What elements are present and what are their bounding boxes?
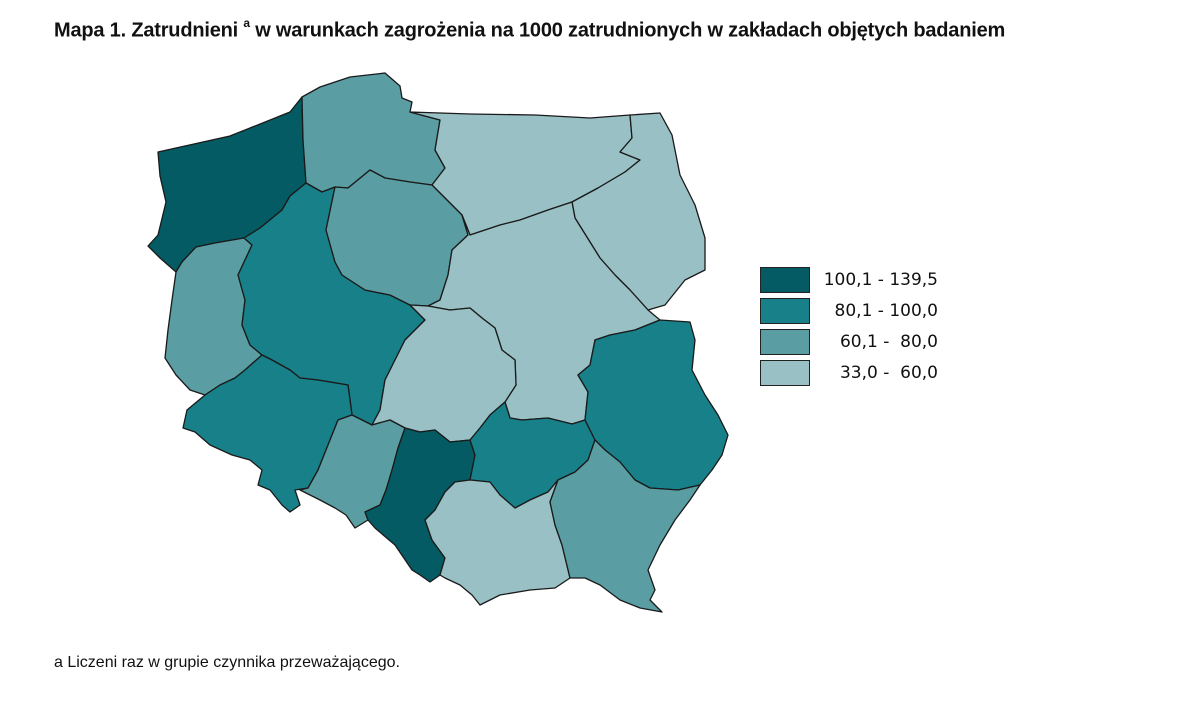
region-podkarpackie: [549, 439, 701, 613]
legend-item: 33,0 - 60,0: [760, 357, 948, 388]
legend-label: 100,1 - 139,5: [823, 269, 938, 290]
legend-label: 80,1 - 100,0: [829, 300, 938, 321]
title-footnote-marker: a: [243, 16, 250, 30]
legend-item: 80,1 - 100,0: [760, 295, 948, 326]
legend-label: 33,0 - 60,0: [834, 362, 938, 383]
footnote: a Liczeni raz w grupie czynnika przeważa…: [54, 654, 400, 671]
region-malopolskie: [424, 479, 571, 606]
map-title: Mapa 1. Zatrudnieni a w warunkach zagroż…: [54, 16, 1006, 43]
legend-item: 60,1 - 80,0: [760, 326, 948, 357]
legend-label: 60,1 - 80,0: [834, 331, 938, 352]
title-rest: w warunkach zagrożenia na 1000 zatrudnio…: [255, 19, 1006, 42]
map-legend: 100,1 - 139,5 80,1 - 100,0 60,1 - 80,0 3…: [760, 264, 948, 388]
title-text: Mapa 1. Zatrudnieni: [54, 19, 239, 42]
legend-swatch: [760, 359, 810, 386]
legend-swatch: [760, 266, 810, 293]
legend-item: 100,1 - 139,5: [760, 264, 948, 295]
legend-swatch: [760, 328, 810, 355]
legend-swatch: [760, 297, 810, 324]
